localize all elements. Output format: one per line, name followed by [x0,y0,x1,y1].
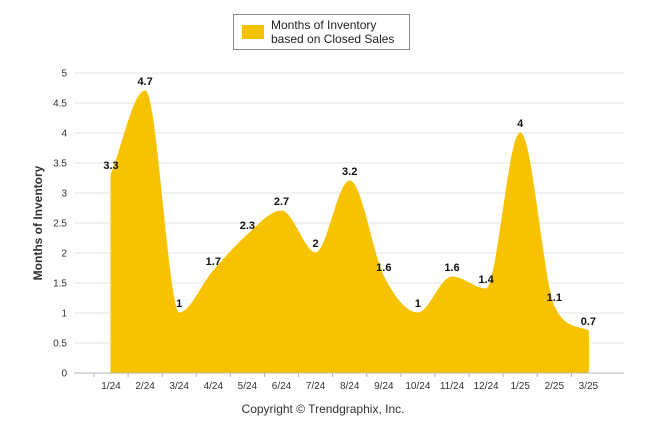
y-tick-label: 2 [61,249,67,260]
x-tick-label: 5/24 [238,381,258,392]
y-axis-ticks: 0 0.5 1 1.5 2 2.5 3 3.5 4 4.5 5 [53,69,67,380]
x-tick-label: 3/25 [579,381,599,392]
series-area [110,90,589,374]
y-tick-label: 1 [61,309,67,320]
copyright-footer: Copyright © Trendgraphix, Inc. [241,402,405,416]
data-label: 1 [176,298,182,310]
y-tick-label: 3 [61,189,67,200]
x-tick-label: 1/24 [101,381,121,392]
x-tick-label: 8/24 [340,381,360,392]
y-tick-label: 3.5 [53,159,67,170]
y-tick-label: 5 [61,69,67,80]
y-tick-label: 0.5 [53,339,67,350]
data-label: 4.7 [137,76,152,88]
data-label: 1.1 [547,292,562,304]
x-tick-label: 9/24 [374,381,394,392]
data-labels: 3.3 4.7 1 1.7 2.3 2.7 2 3.2 1.6 1 1.6 1.4 4 1.1 0.7 [103,76,596,328]
x-tick-label: 7/24 [306,381,326,392]
data-label: 0.7 [581,316,596,328]
data-label: 1.4 [478,274,494,286]
data-label: 3.2 [342,166,357,178]
data-label: 3.3 [103,160,118,172]
legend: Months of Inventory based on Closed Sale… [233,14,410,50]
data-label: 4 [517,118,524,130]
data-label: 1.6 [444,262,459,274]
data-label: 1 [415,298,421,310]
data-label: 2.7 [274,196,289,208]
y-tick-label: 2.5 [53,219,67,230]
x-axis-ticks: 1/24 2/24 3/24 4/24 5/24 6/24 7/24 8/24 9/24 10/2… [93,373,599,392]
data-label: 1.6 [376,262,391,274]
data-label: 2 [313,238,319,250]
x-tick-label: 10/24 [405,381,430,392]
data-label: 2.3 [240,220,255,232]
x-tick-label: 6/24 [272,381,292,392]
x-tick-label: 1/25 [510,381,530,392]
y-tick-label: 4.5 [53,99,67,110]
x-tick-label: 3/24 [169,381,189,392]
x-tick-label: 4/24 [204,381,224,392]
x-tick-label: 12/24 [474,381,499,392]
x-tick-label: 2/24 [135,381,155,392]
y-tick-label: 4 [61,129,67,140]
data-label: 1.7 [206,256,221,268]
y-axis-title: Months of Inventory [31,165,45,280]
y-tick-label: 0 [61,369,67,380]
y-tick-label: 1.5 [53,279,67,290]
x-tick-label: 2/25 [545,381,565,392]
legend-swatch [242,25,264,39]
x-tick-label: 11/24 [440,381,465,392]
legend-label: Months of Inventory based on Closed Sale… [271,18,395,46]
